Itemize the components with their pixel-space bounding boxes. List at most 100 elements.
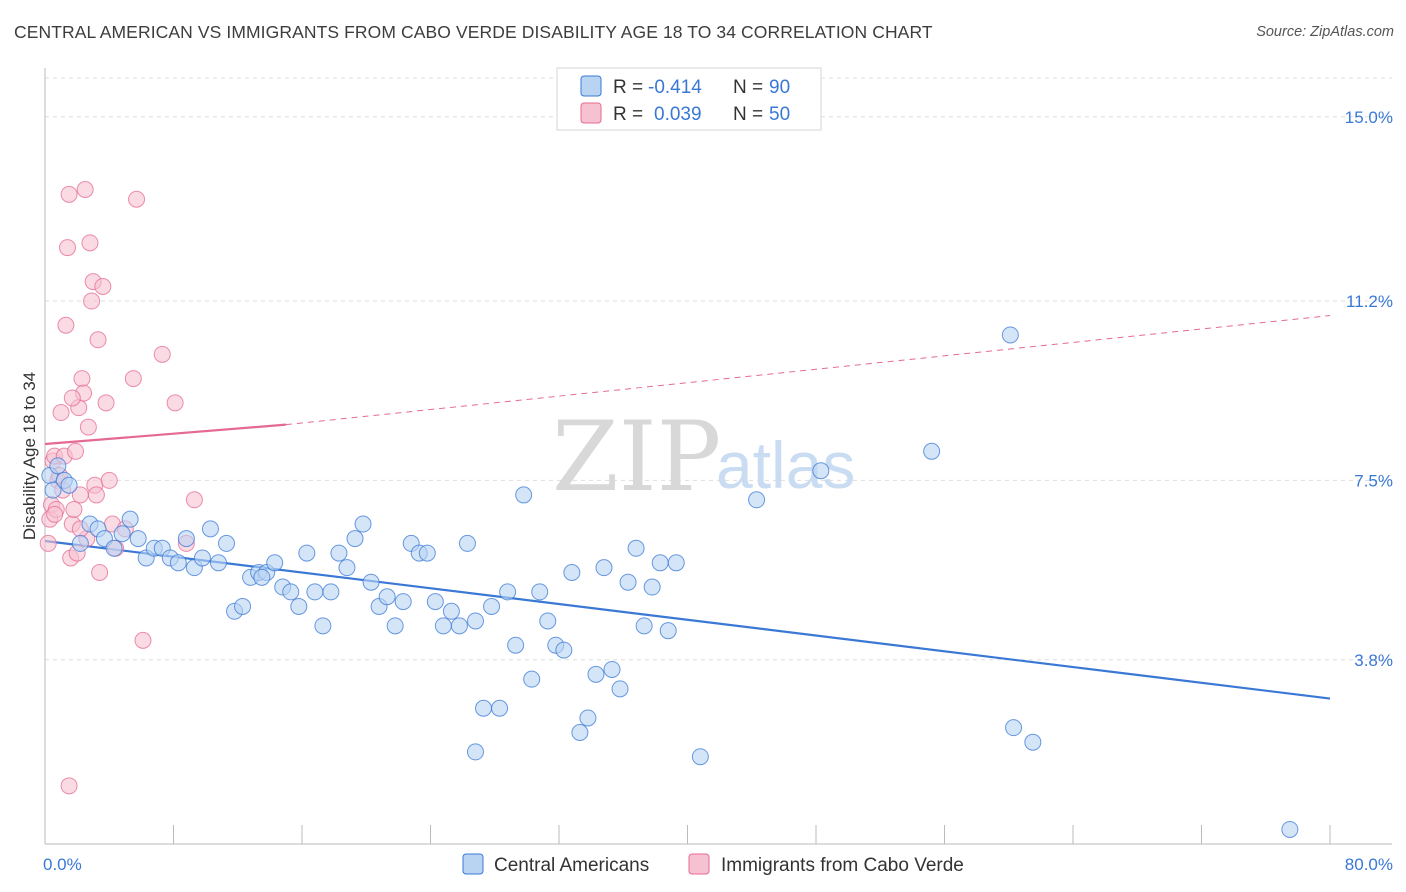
point-central-americans: [923, 442, 941, 460]
point-cabo-verde: [79, 418, 97, 436]
point-central-americans: [571, 723, 589, 741]
point-central-americans: [330, 544, 348, 562]
point-central-americans: [499, 583, 517, 601]
point-central-americans: [1024, 733, 1042, 751]
watermark-atlas: atlas: [716, 428, 855, 502]
point-central-americans: [667, 554, 685, 572]
legend-r-value-2: 0.039: [654, 104, 702, 125]
legend-r-label-2: R =: [613, 104, 643, 125]
axes: [44, 68, 1392, 845]
point-central-americans: [60, 476, 78, 494]
y-tick-label: 15.0%: [1345, 108, 1393, 127]
point-central-americans: [691, 748, 709, 766]
point-central-americans: [619, 573, 637, 591]
point-cabo-verde: [81, 234, 99, 252]
point-central-americans: [659, 622, 677, 640]
series-swatch-central-americans: [462, 853, 484, 875]
point-central-americans: [234, 597, 252, 615]
point-central-americans: [298, 544, 316, 562]
point-central-americans: [587, 665, 605, 683]
point-central-americans: [450, 617, 468, 635]
point-central-americans: [105, 539, 123, 557]
point-central-americans: [483, 597, 501, 615]
point-central-americans: [595, 559, 613, 577]
point-central-americans: [466, 743, 484, 761]
legend-r-value-1: -0.414: [648, 77, 702, 98]
point-central-americans: [434, 617, 452, 635]
point-central-americans: [177, 530, 195, 548]
point-central-americans: [458, 534, 476, 552]
point-central-americans: [579, 709, 597, 727]
point-central-americans: [475, 699, 493, 717]
series-legend: Central Americans Immigrants from Cabo V…: [462, 853, 964, 876]
point-central-americans: [643, 578, 661, 596]
point-central-americans: [129, 530, 147, 548]
point-central-americans: [354, 515, 372, 533]
point-central-americans: [346, 530, 364, 548]
point-central-americans: [539, 612, 557, 630]
y-tick-label: 11.2%: [1346, 292, 1393, 311]
watermark: ZIP atlas: [552, 401, 855, 513]
legend-swatch-pink: [580, 102, 602, 124]
point-cabo-verde: [128, 190, 146, 208]
legend-r-label-1: R =: [613, 77, 643, 98]
point-central-americans: [201, 520, 219, 538]
point-cabo-verde: [52, 404, 70, 422]
y-axis-label: Disability Age 18 to 34: [20, 372, 39, 540]
point-central-americans: [314, 617, 332, 635]
series-label-central-americans: Central Americans: [494, 855, 649, 876]
point-central-americans: [71, 534, 89, 552]
trend-line-cabo-verde-extrapolated: [285, 315, 1331, 426]
point-central-americans: [1281, 820, 1299, 838]
correlation-legend: R = -0.414 N = 90 R = 0.039 N = 50: [556, 67, 822, 131]
point-central-americans: [386, 617, 404, 635]
point-central-americans: [442, 602, 460, 620]
point-central-americans: [121, 510, 139, 528]
point-central-americans: [113, 525, 131, 543]
series-swatch-cabo-verde: [688, 853, 710, 875]
y-tick-label: 7.5%: [1354, 471, 1393, 490]
point-central-americans: [466, 612, 484, 630]
point-central-americans: [306, 583, 324, 601]
point-central-americans: [1001, 326, 1019, 344]
point-cabo-verde: [65, 500, 83, 518]
point-cabo-verde: [63, 389, 81, 407]
watermark-zip: ZIP: [552, 401, 721, 513]
point-cabo-verde: [124, 370, 142, 388]
point-central-americans: [394, 593, 412, 611]
point-central-americans: [338, 559, 356, 577]
point-central-americans: [812, 462, 830, 480]
point-central-americans: [218, 534, 236, 552]
legend-swatch-blue: [580, 75, 602, 97]
point-central-americans: [322, 583, 340, 601]
y-tick-label: 3.8%: [1354, 651, 1393, 670]
point-cabo-verde: [73, 370, 91, 388]
point-cabo-verde: [100, 471, 118, 489]
point-central-americans: [748, 491, 766, 509]
x-tick-label-max: 80.0%: [1345, 855, 1393, 874]
point-central-americans: [651, 554, 669, 572]
series-label-cabo-verde: Immigrants from Cabo Verde: [721, 855, 964, 876]
point-central-americans: [290, 597, 308, 615]
tick-labels: 3.8% 7.5% 11.2% 15.0% 0.0% 80.0%: [43, 108, 1393, 874]
point-central-americans: [169, 554, 187, 572]
point-cabo-verde: [89, 331, 107, 349]
point-central-americans: [193, 549, 211, 567]
trend-line-cabo-verde: [44, 423, 287, 446]
point-cabo-verde: [91, 564, 109, 582]
point-cabo-verde: [39, 534, 57, 552]
point-cabo-verde: [83, 292, 101, 310]
point-cabo-verde: [134, 631, 152, 649]
point-cabo-verde: [60, 185, 78, 203]
legend-n-label-2: N =: [733, 104, 763, 125]
point-cabo-verde: [97, 394, 115, 412]
point-central-americans: [507, 636, 525, 654]
point-central-americans: [563, 564, 581, 582]
point-cabo-verde: [58, 239, 76, 257]
point-cabo-verde: [67, 442, 85, 460]
source-credit: Source: ZipAtlas.com: [1256, 24, 1394, 40]
point-central-americans: [491, 699, 509, 717]
trend-line-central-americans: [44, 539, 1331, 700]
point-central-americans: [523, 670, 541, 688]
point-central-americans: [282, 583, 300, 601]
